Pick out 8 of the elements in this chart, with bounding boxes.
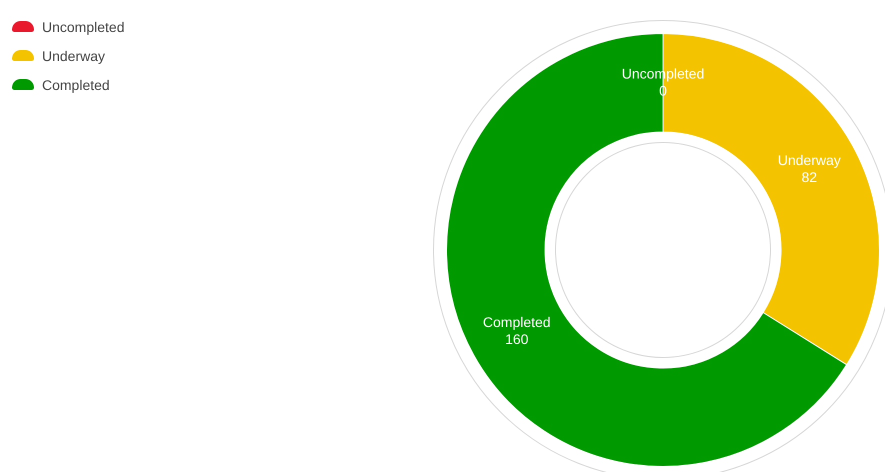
data-label: 82 (801, 168, 818, 185)
slice-label: Completed (482, 314, 551, 330)
legend-label: Completed (42, 76, 110, 92)
legend-label: Uncompleted (42, 18, 124, 34)
category-label: Uncompleted (622, 66, 704, 82)
legend-label: Underway (42, 48, 106, 64)
data-label: 160 (505, 330, 529, 347)
slice-label: Underway (778, 152, 841, 168)
